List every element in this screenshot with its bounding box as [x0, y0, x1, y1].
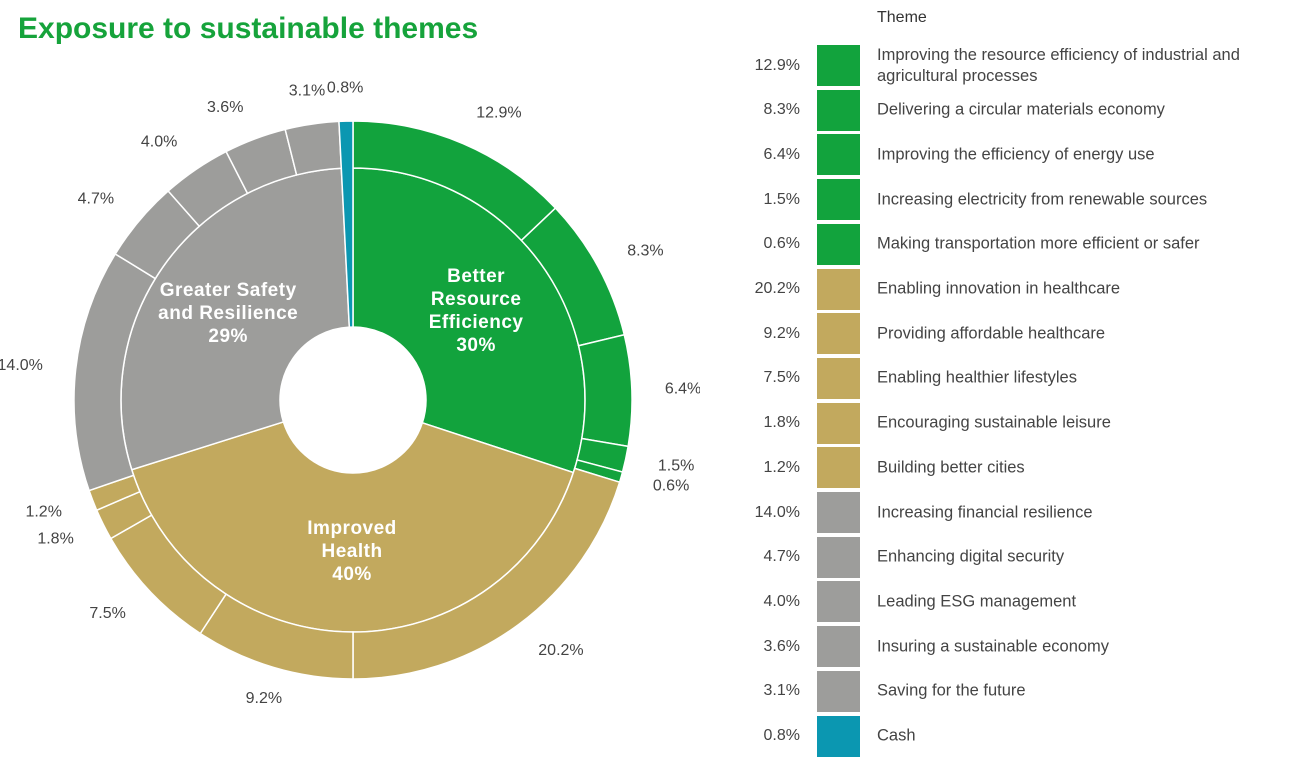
- segment-label: 3.1%: [289, 83, 325, 100]
- legend-swatch: [817, 89, 860, 131]
- segment-label: 4.0%: [141, 133, 177, 150]
- legend-value: 7.5%: [763, 369, 800, 387]
- group-value: 40%: [332, 564, 372, 586]
- segment-label: 6.4%: [665, 380, 700, 397]
- segment-label: 0.6%: [653, 477, 689, 494]
- group-label-box: Greater Safety and Resilience 29%: [153, 233, 303, 393]
- segment-label: 3.6%: [207, 99, 243, 116]
- legend-swatch: [817, 626, 860, 668]
- legend-value: 14.0%: [754, 503, 800, 521]
- legend-value: 4.0%: [763, 592, 800, 610]
- legend-swatch: [817, 670, 860, 712]
- group-label-box: Improved Health 40%: [277, 472, 427, 632]
- legend-swatch: [817, 581, 860, 623]
- legend-item: 1.2% Building better cities: [700, 447, 1315, 489]
- legend-value: 20.2%: [754, 280, 800, 297]
- legend-value: 0.8%: [763, 727, 800, 744]
- legend-item: 4.0% Leading ESG management: [700, 581, 1315, 623]
- chart: 12.9% 8.3% 6.4% 1.5% 0.6% 20.2% 9.2% 7.5% 1.8% 1.…: [0, 79, 700, 707]
- legend-swatch: [817, 715, 860, 757]
- group-label-box: Better Resource Efficiency 30%: [401, 231, 551, 391]
- segment-label: 4.7%: [78, 191, 114, 208]
- legend-value: 4.7%: [763, 548, 800, 566]
- legend-item: 14.0% Increasing financial resilience: [700, 492, 1315, 533]
- legend-title: Theme: [877, 9, 927, 26]
- group-value: 30%: [456, 334, 496, 356]
- legend-swatch: [817, 536, 860, 578]
- segment-label: 7.5%: [89, 605, 125, 622]
- legend-label: Improving the resource efficiency of ind…: [877, 45, 1240, 85]
- group-value: 29%: [208, 325, 248, 347]
- group-name: Improved Health: [307, 518, 397, 563]
- legend-label: Insuring a sustainable economy: [877, 637, 1110, 656]
- legend-label: Enabling innovation in healthcare: [877, 279, 1121, 298]
- legend-value: 0.6%: [763, 235, 800, 253]
- legend-value: 8.3%: [763, 101, 800, 119]
- legend-item: 7.5% Enabling healthier lifestyles: [700, 357, 1315, 399]
- legend-label: Enhancing digital security: [877, 547, 1065, 566]
- legend-item: 0.8% Cash: [700, 715, 1315, 757]
- legend-item: 20.2% Enabling innovation in healthcare: [700, 268, 1315, 310]
- segment-label: 12.9%: [476, 105, 521, 122]
- group-name: Greater Safety and Resilience: [158, 279, 299, 324]
- legend-label: Cash: [877, 726, 916, 745]
- legend-swatch: [817, 357, 860, 399]
- legend-value: 3.6%: [763, 637, 800, 655]
- legend-label: Improving the efficiency of energy use: [877, 145, 1155, 164]
- legend-value: 6.4%: [763, 145, 800, 163]
- legend-swatch: [817, 447, 860, 489]
- legend-value: 1.2%: [763, 458, 800, 476]
- segment-label: 14.0%: [0, 357, 43, 374]
- legend-swatch: [817, 492, 860, 533]
- segment-label: 1.8%: [37, 530, 73, 547]
- legend-item: 0.6% Making transportation more efficient…: [700, 223, 1315, 265]
- legend-swatch: [817, 313, 860, 355]
- chart-title: Exposure to sustainable themes: [18, 12, 479, 45]
- legend-swatch: [817, 402, 860, 444]
- legend-label: Enabling healthier lifestyles: [877, 368, 1077, 387]
- legend: Theme 12.9% Improving the resource effici…: [700, 0, 1315, 757]
- segment-label: 1.5%: [658, 457, 694, 474]
- legend-label: Leading ESG management: [877, 592, 1077, 611]
- legend-swatch: [817, 223, 860, 265]
- legend-item: 4.7% Enhancing digital security: [700, 536, 1315, 578]
- legend-value: 1.8%: [763, 414, 800, 432]
- outer-segment: [577, 333, 633, 448]
- legend-label: Delivering a circular materials economy: [877, 100, 1165, 119]
- group-name: Better Resource Efficiency: [428, 265, 524, 333]
- legend-value: 9.2%: [763, 324, 800, 342]
- legend-swatch: [817, 134, 860, 176]
- legend-label: Making transportation more efficient or …: [877, 234, 1200, 253]
- segment-label: 1.2%: [25, 504, 61, 521]
- segment-label: 0.8%: [327, 79, 363, 96]
- legend-label: Saving for the future: [877, 681, 1026, 700]
- legend-label: Encouraging sustainable leisure: [877, 413, 1111, 432]
- legend-item: 8.3% Delivering a circular materials econ…: [700, 89, 1315, 131]
- segment-label: 9.2%: [246, 690, 282, 707]
- outer-segment: [338, 120, 354, 328]
- legend-swatch: [817, 179, 860, 221]
- legend-swatch: [817, 45, 860, 86]
- legend-item: 3.6% Insuring a sustainable economy: [700, 626, 1315, 668]
- legend-item: 3.1% Saving for the future: [700, 670, 1315, 712]
- legend-item: 6.4% Improving the efficiency of energy u…: [700, 134, 1315, 176]
- legend-label: Increasing financial resilience: [877, 503, 1093, 521]
- legend-value: 12.9%: [754, 56, 800, 74]
- legend-item: 1.5% Increasing electricity from renewabl…: [700, 179, 1315, 221]
- legend-label: Building better cities: [877, 458, 1025, 477]
- legend-item: 12.9% Improving the resource efficiency o…: [700, 45, 1315, 86]
- legend-item: 9.2% Providing affordable healthcare: [700, 313, 1315, 355]
- legend-value: 3.1%: [763, 682, 800, 700]
- legend-item: 1.8% Encouraging sustainable leisure: [700, 402, 1315, 444]
- legend-value: 1.5%: [763, 190, 800, 208]
- legend-swatch: [817, 268, 860, 310]
- segment-label: 8.3%: [627, 242, 663, 259]
- legend-label: Increasing electricity from renewable so…: [877, 190, 1208, 209]
- segment-label: 20.2%: [538, 642, 583, 659]
- legend-label: Providing affordable healthcare: [877, 324, 1106, 343]
